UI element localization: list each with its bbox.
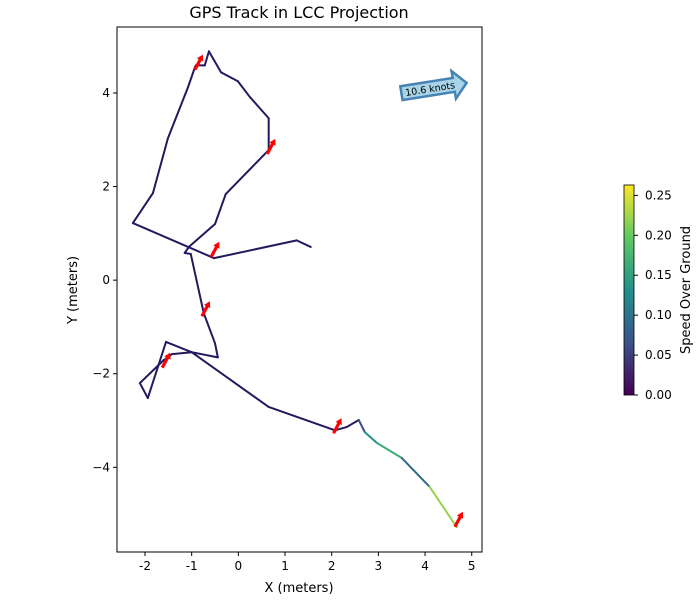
track-segment — [207, 50, 223, 74]
heading-arrow-icon — [453, 511, 464, 528]
track-segment — [183, 245, 190, 255]
track-segment — [220, 71, 239, 83]
track-segment — [267, 405, 336, 432]
x-tick-label: -2 — [139, 559, 151, 573]
colorbar-label: Speed Over Ground — [679, 226, 694, 354]
chart-title: GPS Track in LCC Projection — [189, 3, 408, 22]
track-segment — [183, 252, 192, 255]
colorbar-tick-label: 0.20 — [645, 228, 672, 242]
track-segment — [249, 96, 270, 120]
track-segment — [363, 431, 378, 444]
track-segment — [131, 192, 154, 225]
heading-arrow-icon — [200, 301, 211, 317]
track-segment — [138, 382, 149, 400]
track-segment — [213, 239, 298, 260]
arrow-shape — [453, 511, 464, 528]
track-segment — [357, 419, 366, 434]
track-segment — [400, 456, 431, 488]
track-segment — [171, 351, 193, 356]
track-segment — [202, 312, 217, 345]
y-axis: −4 −2 0 2 4 — [92, 86, 117, 474]
arrow-shape — [332, 418, 342, 434]
track-segment — [131, 222, 216, 260]
track-segment — [187, 222, 217, 248]
heading-arrow-icon — [209, 241, 220, 258]
x-tick-label: 3 — [375, 559, 383, 573]
y-tick-label: 2 — [102, 180, 110, 194]
track-segment — [214, 193, 227, 225]
heading-arrows — [160, 54, 464, 528]
track-segment — [295, 239, 312, 248]
x-tick-label: 4 — [421, 559, 429, 573]
plot-area — [116, 26, 483, 553]
colorbar-tick-label: 0.05 — [645, 348, 672, 362]
heading-arrow-icon — [332, 418, 342, 434]
colorbar-tick-label: 0.10 — [645, 308, 672, 322]
y-tick-label: 4 — [102, 86, 110, 100]
colorbar — [623, 184, 635, 396]
track-segment — [166, 86, 189, 140]
track-segment — [203, 50, 210, 67]
x-tick-label: 2 — [328, 559, 336, 573]
x-tick-label: -1 — [186, 559, 198, 573]
y-tick-label: 0 — [102, 273, 110, 287]
track-segment — [190, 351, 219, 359]
track-segment — [224, 149, 270, 196]
colorbar-tick-label: 0.00 — [645, 388, 672, 402]
track-segment — [236, 80, 252, 99]
track-segment — [186, 66, 196, 89]
arrow-shape — [265, 138, 276, 155]
y-tick-label: −4 — [92, 460, 110, 474]
quiver-key-arrow-icon — [398, 68, 469, 103]
heading-arrow-icon — [160, 352, 171, 369]
colorbar-tick-label: 0.15 — [645, 268, 672, 282]
x-tick-label: 1 — [281, 559, 289, 573]
heading-arrow-icon — [193, 54, 204, 71]
x-axis: -2 -1 0 1 2 3 4 5 — [139, 552, 476, 573]
heading-arrow-icon — [265, 138, 276, 155]
y-tick-label: −2 — [92, 367, 110, 381]
track-segment — [165, 340, 193, 354]
track-segment — [189, 252, 205, 315]
x-tick-label: 5 — [468, 559, 476, 573]
arrow-shape — [209, 241, 220, 258]
track-segment — [190, 351, 270, 408]
track-segment — [375, 441, 403, 459]
arrow-shape — [160, 352, 171, 369]
y-axis-label: Y (meters) — [66, 256, 81, 325]
x-tick-label: 0 — [235, 559, 243, 573]
track-segment — [146, 340, 168, 400]
track-segment — [428, 485, 458, 529]
arrow-shape — [200, 301, 211, 317]
quiver-key: 10.6 knots — [398, 68, 469, 103]
colorbar-ticks: 0.00 0.05 0.10 0.15 0.20 0.25 — [634, 188, 672, 402]
track-segment — [214, 342, 219, 359]
track-segment — [345, 419, 360, 429]
arrow-shape — [193, 54, 204, 71]
track-segment — [151, 137, 169, 195]
colorbar-tick-label: 0.25 — [645, 188, 672, 202]
x-axis-label: X (meters) — [264, 581, 333, 596]
